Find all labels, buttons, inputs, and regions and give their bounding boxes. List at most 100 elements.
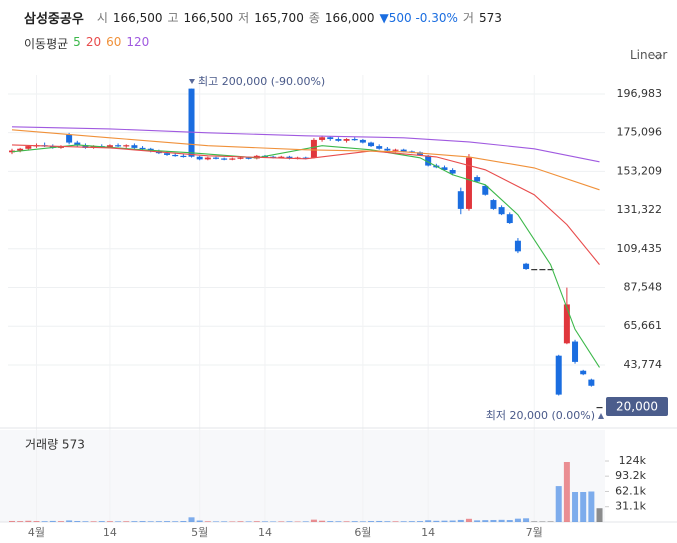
y-tick-label: 109,435 xyxy=(617,242,663,255)
volume-bar xyxy=(90,521,97,522)
candle-body xyxy=(66,134,73,143)
candle-body xyxy=(539,269,546,271)
volume-bar xyxy=(449,520,456,522)
volume-bar xyxy=(261,521,268,522)
volume-bar xyxy=(82,521,89,522)
x-tick-label: 14 xyxy=(103,526,117,539)
candle-body xyxy=(327,137,334,140)
volume-bar xyxy=(384,521,391,522)
volume-bar xyxy=(294,521,301,523)
volume-label: 거래량 573 xyxy=(25,438,85,452)
volume-bar xyxy=(302,521,309,522)
quote-label: 저 xyxy=(238,11,250,25)
volume-bar xyxy=(196,520,203,522)
y-tick-label: 175,096 xyxy=(617,126,663,139)
volume-bar xyxy=(164,521,171,522)
last-price: 20,000 xyxy=(616,400,658,414)
volume-bar xyxy=(539,521,546,523)
candle-body xyxy=(310,139,317,158)
volume-bar xyxy=(237,521,244,522)
volume-bar xyxy=(188,517,195,522)
volume-bar xyxy=(253,521,260,522)
x-tick-label: 7월 xyxy=(526,526,543,539)
candle-body xyxy=(196,156,203,160)
candle-body xyxy=(180,155,187,158)
candle-body xyxy=(376,146,383,149)
volume-bar xyxy=(25,520,32,522)
volume-bar xyxy=(229,521,236,522)
candle-body xyxy=(351,139,358,141)
x-tick-label: 5월 xyxy=(191,526,208,539)
volume-tick-label: 31.1k xyxy=(615,500,646,513)
volume-bar xyxy=(66,520,73,522)
dropdown-chevron[interactable] xyxy=(653,54,663,60)
volume-bar xyxy=(506,520,513,522)
volume-bar xyxy=(425,520,432,522)
ma-title: 이동평균 xyxy=(24,37,69,51)
x-tick-label: 4월 xyxy=(28,526,45,539)
quote-label: 거 xyxy=(462,11,474,25)
y-tick-label: 196,983 xyxy=(617,87,663,100)
candle-body xyxy=(457,191,464,209)
volume-bar xyxy=(270,521,277,522)
volume-bar xyxy=(555,486,562,522)
volume-bar xyxy=(588,491,595,522)
volume-bar xyxy=(376,520,383,522)
quote-value: 166,500 xyxy=(112,10,163,25)
quote-label: 종 xyxy=(308,11,320,25)
candle-body xyxy=(17,148,24,151)
candle-body xyxy=(74,142,81,146)
volume-bar xyxy=(172,521,179,522)
candle-body xyxy=(555,355,562,395)
candle-body xyxy=(204,157,211,160)
y-tick-label: 43,774 xyxy=(624,358,663,371)
volume-bar xyxy=(368,521,375,522)
quote-value: 165,700 xyxy=(254,10,304,25)
ma-line xyxy=(11,129,600,191)
volume-bar xyxy=(221,521,228,522)
candle-body xyxy=(213,157,219,159)
candle-body xyxy=(474,177,481,182)
candle-body xyxy=(531,269,538,271)
candle-body xyxy=(523,263,530,270)
volume-bar xyxy=(482,520,489,522)
x-tick-label: 6월 xyxy=(354,526,371,539)
volume-bar xyxy=(49,520,56,522)
volume-bar xyxy=(417,521,423,522)
low-annotation: 최저 20,000 (0.00%) xyxy=(486,409,595,422)
volume-bar xyxy=(131,521,138,522)
candle-body xyxy=(221,158,228,160)
candle-body xyxy=(245,157,252,159)
volume-bar xyxy=(408,521,415,522)
candle-body xyxy=(400,149,407,152)
scale-mode[interactable]: Linear xyxy=(630,48,668,62)
candle-body xyxy=(384,148,391,151)
candle-body xyxy=(164,153,171,155)
last-price-box xyxy=(606,397,668,416)
ma-line xyxy=(11,144,600,368)
low-marker xyxy=(598,413,604,419)
volume-tick-label: 93.2k xyxy=(615,469,646,482)
high-marker xyxy=(189,79,195,84)
y-tick-label: 65,661 xyxy=(624,319,663,332)
volume-bar xyxy=(596,508,603,522)
price-change: ▼500 -0.30% xyxy=(379,10,458,25)
volume-bar xyxy=(441,520,448,522)
ma-legend: 이동평균 5 20 60 120 xyxy=(24,35,149,52)
volume-bar xyxy=(245,521,252,522)
volume-tick-label: 124k xyxy=(619,454,647,467)
volume-bar xyxy=(147,521,154,522)
volume-bar xyxy=(474,520,481,522)
quote-header: 삼성중공우 시 166,500 고 166,500 저 165,700 종 166,000 ▼5… xyxy=(24,8,502,28)
volume-bar xyxy=(41,521,48,522)
candle-body xyxy=(123,145,130,147)
volume-bar xyxy=(33,521,40,522)
volume-bar xyxy=(286,521,293,522)
ma-legend-item: 5 xyxy=(73,35,81,49)
volume-bar xyxy=(115,521,122,522)
candle-body xyxy=(172,154,179,157)
candle-body xyxy=(188,88,195,157)
volume-bar xyxy=(343,521,350,522)
